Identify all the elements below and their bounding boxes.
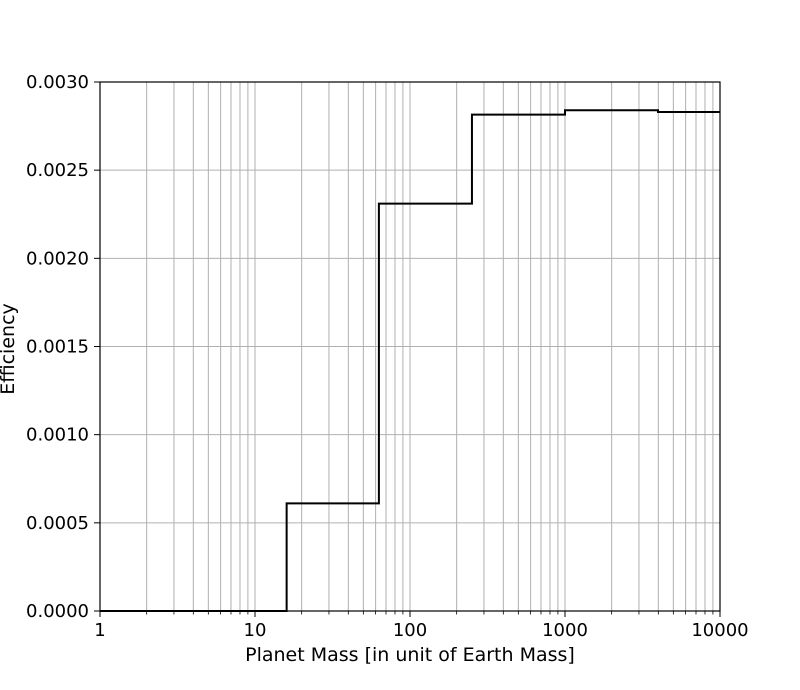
y-axis-title: Efficiency: [0, 303, 19, 395]
efficiency-step-line: [100, 109, 720, 612]
series-layer: [100, 109, 720, 612]
x-tick-label: 10000: [691, 620, 748, 641]
grid: [99, 81, 721, 612]
y-axis: 0.0000 0.0005 0.0010 0.0015 0.0020 0.0025 0.00…: [26, 72, 100, 622]
y-tick-label: 0.0000: [26, 601, 89, 622]
y-tick-label: 0.0010: [26, 425, 89, 446]
x-axis: 1 10 100 1000 10000: [94, 611, 749, 641]
y-tick-label: 0.0015: [26, 337, 89, 358]
x-tick-label: 100: [393, 620, 427, 641]
x-tick-label: 1: [94, 620, 105, 641]
y-tick-label: 0.0005: [26, 513, 89, 534]
x-tick-label: 10: [244, 620, 267, 641]
x-axis-title: Planet Mass [in unit of Earth Mass]: [245, 644, 575, 666]
y-tick-label: 0.0025: [26, 160, 89, 181]
x-tick-label: 1000: [542, 620, 588, 641]
y-tick-label: 0.0020: [26, 248, 89, 269]
y-tick-label: 0.0030: [26, 72, 89, 93]
